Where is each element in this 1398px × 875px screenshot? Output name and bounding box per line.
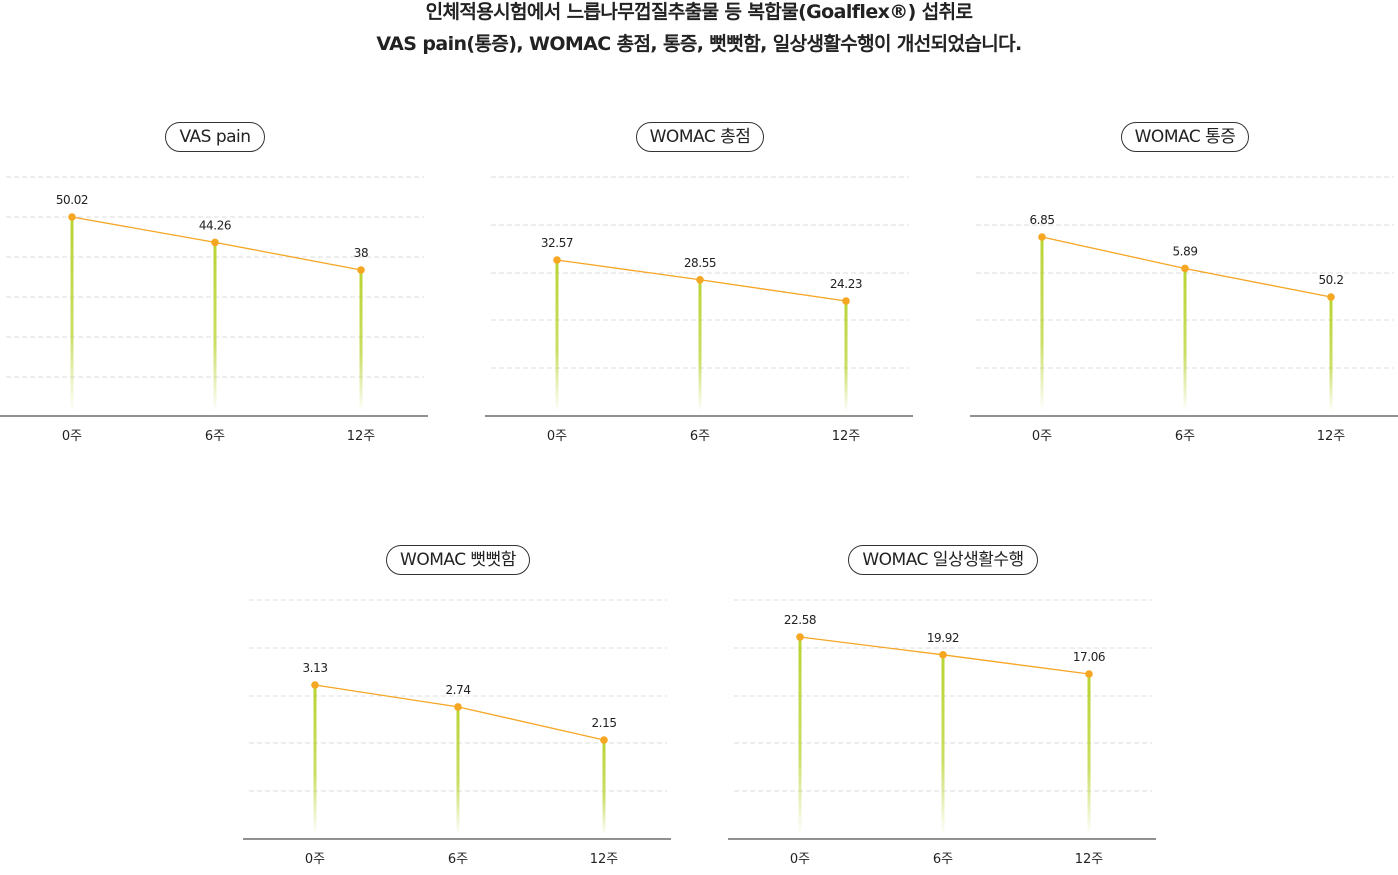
data-label: 3.13	[302, 661, 327, 675]
chart-plot: 3.13 0주 2.74 6주 2.15 12주	[243, 599, 671, 867]
chart-title: WOMAC 뻣뻣함	[386, 545, 530, 575]
data-point	[1085, 670, 1093, 678]
value-stem	[1087, 674, 1091, 835]
chart-womac-pain: WOMAC 통증 6.85 0주 5.89 6주 50.2 12주	[970, 122, 1398, 444]
chart-title-pill: WOMAC 뻣뻣함	[243, 545, 673, 575]
data-label: 32.57	[541, 236, 573, 250]
data-point	[311, 681, 319, 689]
chart-title-pill: WOMAC 통증	[970, 122, 1398, 152]
value-stem	[1329, 297, 1333, 412]
data-point	[1327, 293, 1335, 301]
data-point	[842, 297, 850, 305]
value-stem	[555, 260, 559, 412]
heading-line-2: VAS pain(통증), WOMAC 총점, 통증, 뻣뻣함, 일상생활수행이…	[376, 33, 1022, 55]
data-point	[454, 703, 462, 711]
data-label: 19.92	[927, 631, 959, 645]
x-tick-label: 6주	[205, 429, 225, 444]
chart-plot: 22.58 0주 19.92 6주 17.06 12주	[728, 599, 1156, 867]
value-stem	[70, 217, 74, 412]
x-tick-label: 0주	[305, 852, 325, 867]
x-tick-label: 0주	[547, 429, 567, 444]
x-tick-label: 12주	[832, 429, 861, 444]
data-point	[68, 213, 76, 221]
x-tick-label: 12주	[1317, 429, 1346, 444]
chart-womac-stiffness: WOMAC 뻣뻣함 3.13 0주 2.74 6주 2.15 12주	[243, 545, 673, 867]
x-tick-label: 12주	[1075, 852, 1104, 867]
data-label: 6.85	[1029, 213, 1054, 227]
data-point	[211, 238, 219, 247]
chart-title: VAS pain	[165, 122, 265, 152]
data-label: 22.58	[784, 613, 816, 627]
data-label: 50.02	[56, 193, 88, 207]
data-point	[357, 266, 365, 274]
chart-plot: 32.57 0주 28.55 6주 24.23 12주	[485, 176, 913, 444]
value-stem	[213, 242, 217, 412]
value-stem	[359, 270, 363, 412]
chart-title-pill: VAS pain	[0, 122, 430, 152]
value-stem	[798, 637, 802, 835]
x-tick-label: 6주	[448, 852, 468, 867]
chart-womac-daily-activity: WOMAC 일상생활수행 22.58 0주 19.92 6주 17.06 12주	[728, 545, 1158, 867]
x-tick-label: 0주	[1032, 429, 1052, 444]
chart-title: WOMAC 통증	[1120, 122, 1250, 152]
chart-title-pill: WOMAC 일상생활수행	[728, 545, 1158, 575]
data-label: 28.55	[684, 256, 716, 270]
x-tick-label: 6주	[690, 429, 710, 444]
chart-title: WOMAC 총점	[635, 122, 765, 152]
chart-title-pill: WOMAC 총점	[485, 122, 915, 152]
x-tick-label: 6주	[933, 852, 953, 867]
data-label: 5.89	[1172, 244, 1197, 258]
data-label: 24.23	[830, 277, 862, 291]
data-point	[939, 651, 947, 659]
data-point	[1038, 233, 1046, 241]
data-point	[553, 256, 561, 264]
chart-plot: 6.85 0주 5.89 6주 50.2 12주	[970, 176, 1398, 444]
x-tick-label: 0주	[790, 852, 810, 867]
value-stem	[844, 301, 848, 412]
data-label: 38	[354, 246, 368, 260]
data-label: 17.06	[1073, 650, 1105, 664]
data-point	[600, 736, 608, 744]
value-stem	[1040, 237, 1044, 412]
heading-line-1: 인체적용시험에서 느릅나무껍질추출물 등 복합물(Goalflex®) 섭취로	[425, 1, 973, 23]
data-label: 2.15	[591, 716, 616, 730]
value-stem	[602, 740, 606, 835]
chart-vas-pain: VAS pain 50.02 0주 44.26 6주 38 12주	[0, 122, 430, 444]
x-tick-label: 12주	[590, 852, 619, 867]
value-stem	[698, 279, 702, 412]
value-stem	[313, 685, 317, 835]
data-point	[696, 275, 704, 284]
value-stem	[941, 654, 945, 835]
x-tick-label: 12주	[347, 429, 376, 444]
data-point	[1181, 264, 1189, 273]
data-label: 50.2	[1318, 273, 1343, 287]
chart-womac-total: WOMAC 총점 32.57 0주 28.55 6주 24.23 12주	[485, 122, 915, 444]
value-stem	[1183, 268, 1187, 412]
data-label: 2.74	[445, 683, 470, 697]
x-tick-label: 6주	[1175, 429, 1195, 444]
x-tick-label: 0주	[62, 429, 82, 444]
chart-title: WOMAC 일상생활수행	[848, 545, 1038, 575]
data-point	[796, 633, 804, 641]
chart-plot: 50.02 0주 44.26 6주 38 12주	[0, 176, 428, 444]
value-stem	[456, 706, 460, 835]
data-label: 44.26	[199, 218, 231, 232]
